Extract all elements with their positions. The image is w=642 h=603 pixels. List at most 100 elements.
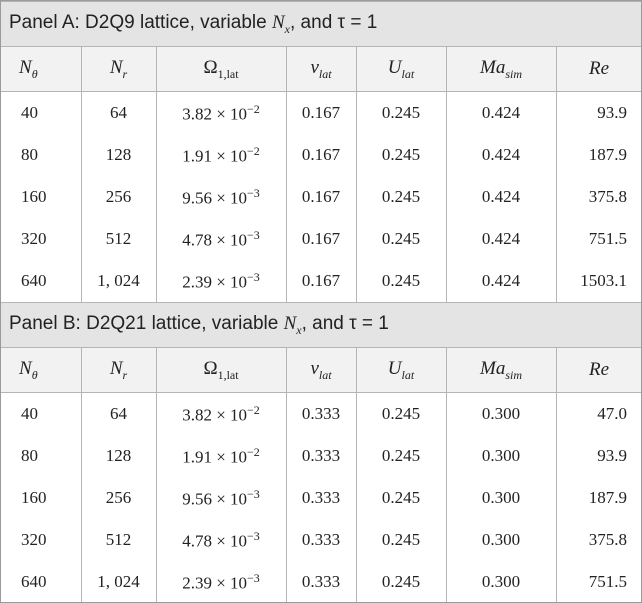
cell: 0.424 — [446, 134, 557, 176]
cell: 640 — [1, 561, 82, 602]
cell: 0.167 — [286, 260, 357, 303]
cell: 1.91 × 10−2 — [156, 134, 287, 176]
data-row: 640 1, 024 2.39 × 10−3 0.333 0.245 0.300 751.5 — [1, 561, 641, 602]
header-row: Nθ Nr Ω1,lat νlat Ulat Masim Re — [1, 347, 641, 393]
exponent: −2 — [247, 402, 260, 417]
cell: 0.333 — [286, 519, 357, 561]
cell: 80 — [1, 435, 82, 477]
cell: 80 — [1, 134, 82, 176]
header-cell: Ω1,lat — [156, 347, 287, 393]
header-cell: Nθ — [1, 347, 82, 393]
cell: 0.245 — [356, 435, 447, 477]
cell: 0.333 — [286, 477, 357, 519]
header-cell: Ω1,lat — [156, 46, 287, 92]
cell: 0.245 — [356, 260, 447, 303]
cell: 751.5 — [588, 229, 628, 248]
title-text: , and τ = 1 — [290, 11, 378, 33]
header-subscript: sim — [505, 66, 522, 81]
cell: 1503.1 — [580, 271, 628, 290]
cell: 4.78 × 10−3 — [156, 218, 287, 260]
cell: 0.245 — [356, 392, 447, 435]
cell: 2.39 × 10−3 — [156, 260, 287, 303]
data-row: 80 128 1.91 × 10−2 0.333 0.245 0.300 93.9 — [1, 435, 641, 477]
cell: 47.0 — [597, 404, 628, 423]
mantissa: 2.39 × 10 — [182, 573, 248, 593]
data-row: 160 256 9.56 × 10−3 0.167 0.245 0.424 375.8 — [1, 176, 641, 218]
cell: 0.167 — [286, 218, 357, 260]
cell: 0.245 — [356, 218, 447, 260]
cell: 1.91 × 10−2 — [156, 435, 287, 477]
header-subscript: lat — [318, 66, 332, 81]
header-cell: Masim — [446, 347, 557, 393]
header-symbol: N — [109, 357, 123, 379]
exponent: −2 — [247, 143, 260, 158]
mantissa: 9.56 × 10 — [182, 188, 248, 208]
title-text: Panel A: D2Q9 lattice, variable — [9, 11, 272, 33]
cell: 0.424 — [446, 260, 557, 303]
header-cell: Ulat — [356, 347, 447, 393]
cell: 160 — [1, 176, 82, 218]
mantissa: 4.78 × 10 — [182, 531, 248, 551]
cell: 320 — [1, 218, 82, 260]
title-var: N — [283, 312, 297, 334]
mantissa: 2.39 × 10 — [182, 272, 248, 292]
cell: 0.300 — [446, 519, 557, 561]
exponent: −3 — [247, 227, 260, 242]
header-symbol: Ω — [203, 56, 218, 78]
cell: 0.245 — [356, 91, 447, 134]
cell: 1, 024 — [81, 561, 157, 602]
cell: 64 — [81, 91, 157, 134]
mantissa: 1.91 × 10 — [182, 146, 248, 166]
cell: 3.82 × 10−2 — [156, 91, 287, 134]
header-cell: Masim — [446, 46, 557, 92]
header-symbol: U — [387, 56, 402, 78]
header-symbol: Ω — [203, 357, 218, 379]
panel-title-row: Panel B: D2Q21 lattice, variable Nx, and… — [1, 302, 641, 348]
header-row: Nθ Nr Ω1,lat νlat Ulat Masim Re — [1, 46, 641, 92]
cell: 128 — [81, 435, 157, 477]
mantissa: 4.78 × 10 — [182, 230, 248, 250]
panel-title: Panel B: D2Q21 lattice, variable Nx, and… — [1, 302, 641, 348]
cell: 2.39 × 10−3 — [156, 561, 287, 602]
cell: 0.245 — [356, 176, 447, 218]
mantissa: 3.82 × 10 — [182, 104, 248, 124]
cell: 512 — [81, 218, 157, 260]
cell: 0.245 — [356, 561, 447, 602]
panel-title-row: Panel A: D2Q9 lattice, variable Nx, and … — [1, 1, 641, 47]
cell: 0.245 — [356, 519, 447, 561]
cell: 9.56 × 10−3 — [156, 477, 287, 519]
header-cell: νlat — [286, 46, 357, 92]
data-row: 320 512 4.78 × 10−3 0.333 0.245 0.300 375.8 — [1, 519, 641, 561]
exponent: −3 — [247, 528, 260, 543]
header-symbol: ν — [310, 56, 319, 78]
cell: 0.424 — [446, 91, 557, 134]
cell: 40 — [1, 392, 82, 435]
header-symbol: Re — [588, 359, 610, 380]
cell: 0.300 — [446, 392, 557, 435]
header-symbol: N — [19, 357, 32, 379]
cell: 1, 024 — [81, 260, 157, 303]
header-cell: νlat — [286, 347, 357, 393]
cell: 256 — [81, 176, 157, 218]
cell: 187.9 — [588, 145, 628, 164]
data-row: 640 1, 024 2.39 × 10−3 0.167 0.245 0.424 1503.… — [1, 260, 641, 303]
cell: 187.9 — [588, 488, 628, 507]
header-subscript: lat — [318, 367, 332, 382]
cell: 160 — [1, 477, 82, 519]
cell: 9.56 × 10−3 — [156, 176, 287, 218]
cell: 320 — [1, 519, 82, 561]
header-cell: Ulat — [356, 46, 447, 92]
cell: 64 — [81, 392, 157, 435]
header-subscript: θ — [31, 66, 38, 81]
header-symbol: Ma — [480, 56, 506, 78]
title-var: N — [271, 11, 285, 33]
header-symbol: N — [19, 56, 32, 78]
header-subscript: θ — [31, 367, 38, 382]
cell: 0.245 — [356, 477, 447, 519]
cell: 93.9 — [597, 103, 628, 122]
cell: 0.167 — [286, 176, 357, 218]
title-sub: x — [284, 21, 290, 36]
header-symbol: N — [109, 56, 123, 78]
